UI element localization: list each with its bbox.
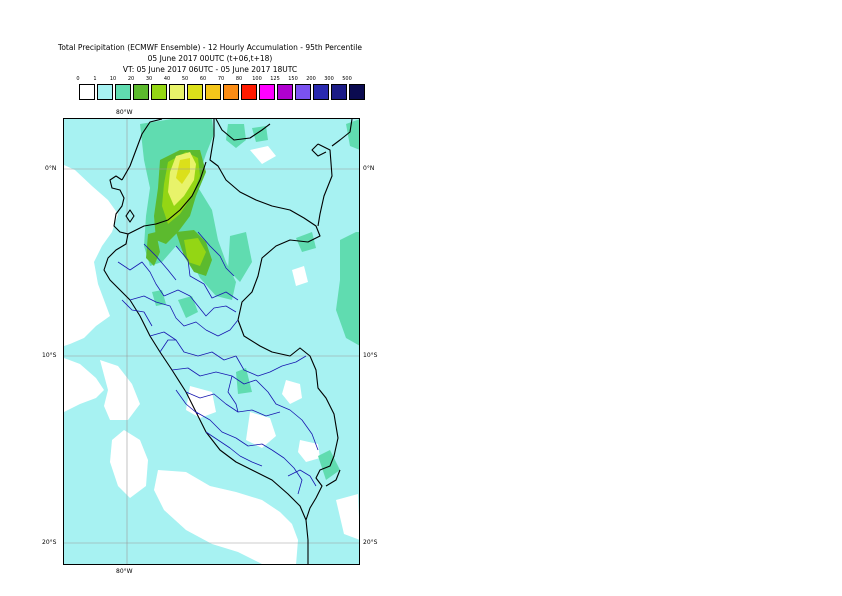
legend-tick-label: 0 — [76, 76, 80, 82]
legend-swatch — [313, 84, 329, 100]
legend-swatch — [151, 84, 167, 100]
map-gridlines — [64, 119, 359, 564]
lon-label-bottom: 80°W — [116, 568, 133, 575]
legend-swatch — [97, 84, 113, 100]
legend-tick-label: 150 — [288, 76, 298, 82]
precip-50-60mm — [176, 158, 190, 184]
legend-swatch — [115, 84, 131, 100]
legend-tick-label: 60 — [199, 76, 207, 82]
legend-tick-label: 20 — [127, 76, 135, 82]
run-time: 05 June 2017 00UTC (t+06,t+18) — [147, 54, 273, 63]
legend-tick-label: 200 — [306, 76, 316, 82]
legend-tick-label: 500 — [342, 76, 352, 82]
legend-swatch — [295, 84, 311, 100]
legend-tick-label: 50 — [181, 76, 189, 82]
legend-swatch — [259, 84, 275, 100]
legend-swatch — [169, 84, 185, 100]
precip-dry-areas — [64, 146, 359, 564]
legend-swatch — [349, 84, 365, 100]
lat-label-right: 0°N — [363, 165, 375, 172]
lat-label-left: 10°S — [42, 352, 57, 359]
legend-swatch — [79, 84, 95, 100]
legend-tick-label: 1 — [93, 76, 97, 82]
legend-tick-label: 70 — [217, 76, 225, 82]
legend-swatch — [223, 84, 239, 100]
legend-tick-label: 10 — [109, 76, 117, 82]
lat-label-left: 0°N — [45, 165, 57, 172]
legend-tick-label: 125 — [270, 76, 280, 82]
legend-swatch — [277, 84, 293, 100]
legend-tick-label: 80 — [235, 76, 243, 82]
map-title: Total Precipitation (ECMWF Ensemble) - 1… — [58, 43, 362, 52]
lat-label-right: 10°S — [363, 352, 378, 359]
legend-tick-label: 300 — [324, 76, 334, 82]
lon-label-top: 80°W — [116, 109, 133, 116]
legend-tick-label: 100 — [252, 76, 262, 82]
legend-tick-label: 30 — [145, 76, 153, 82]
precipitation-map — [63, 118, 360, 565]
legend-swatch — [205, 84, 221, 100]
legend-tick-label: 40 — [163, 76, 171, 82]
legend-swatch — [331, 84, 347, 100]
lat-label-right: 20°S — [363, 539, 378, 546]
department-boundaries — [117, 231, 319, 495]
legend-swatch — [241, 84, 257, 100]
lat-label-left: 20°S — [42, 539, 57, 546]
valid-time: VT: 05 June 2017 06UTC - 05 June 2017 18… — [122, 65, 298, 74]
legend-swatch — [187, 84, 203, 100]
legend-swatch — [133, 84, 149, 100]
